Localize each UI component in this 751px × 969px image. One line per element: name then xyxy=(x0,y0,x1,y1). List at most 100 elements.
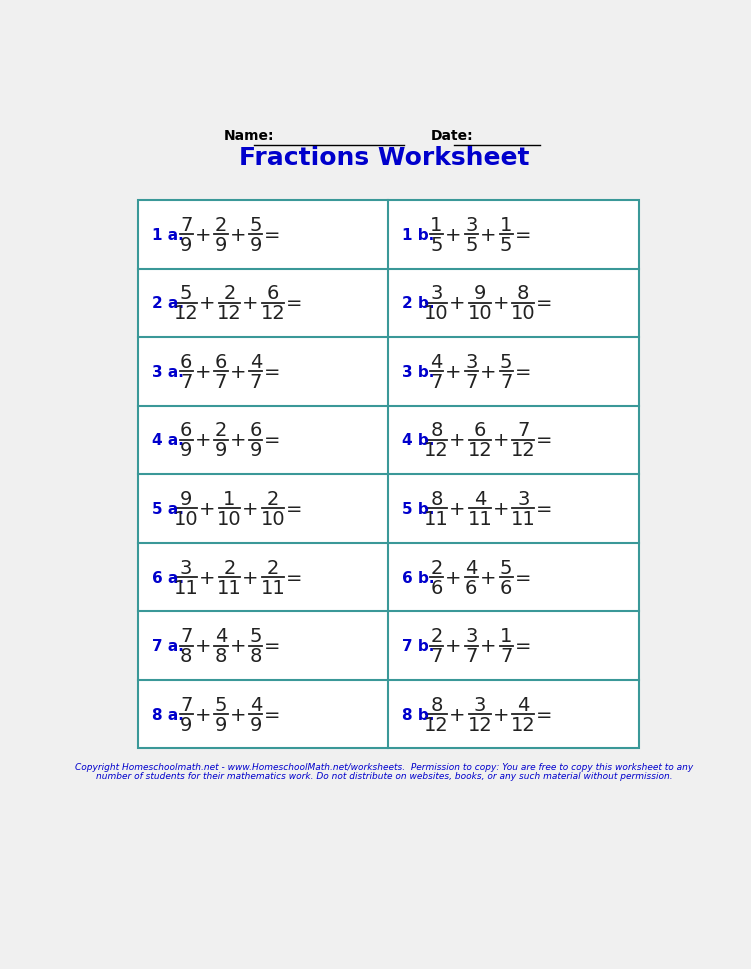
Text: 5 b.: 5 b. xyxy=(403,502,435,516)
Text: 8 a.: 8 a. xyxy=(152,706,184,722)
Text: +: + xyxy=(229,704,246,724)
Text: +: + xyxy=(493,431,509,450)
Text: 9: 9 xyxy=(215,441,227,460)
Text: 7: 7 xyxy=(180,695,192,714)
Text: 5: 5 xyxy=(500,353,512,371)
Text: 7: 7 xyxy=(500,646,512,666)
Text: 4: 4 xyxy=(430,353,442,371)
Text: +: + xyxy=(199,499,216,518)
Text: 4: 4 xyxy=(474,489,486,509)
Text: 7: 7 xyxy=(215,372,227,391)
Text: =: = xyxy=(536,295,553,313)
Text: +: + xyxy=(229,226,246,244)
Text: +: + xyxy=(493,499,509,518)
Text: 7 b.: 7 b. xyxy=(403,639,435,653)
Text: 9: 9 xyxy=(215,715,227,734)
Text: 9: 9 xyxy=(180,715,192,734)
Text: 7: 7 xyxy=(465,646,478,666)
Text: 9: 9 xyxy=(180,489,192,509)
Text: +: + xyxy=(480,637,496,655)
Text: 2: 2 xyxy=(267,489,279,509)
Text: 1: 1 xyxy=(223,489,236,509)
Text: 9: 9 xyxy=(249,235,262,255)
Text: 1: 1 xyxy=(500,216,512,234)
Text: 6: 6 xyxy=(180,353,192,371)
Text: 5 a.: 5 a. xyxy=(152,502,184,516)
Text: 4: 4 xyxy=(249,695,262,714)
Text: 11: 11 xyxy=(217,578,242,597)
Text: +: + xyxy=(493,704,509,724)
Text: =: = xyxy=(514,568,531,587)
Text: 12: 12 xyxy=(173,304,198,323)
Text: 4: 4 xyxy=(465,558,478,577)
Text: +: + xyxy=(229,637,246,655)
Text: 7: 7 xyxy=(430,372,442,391)
Text: 9: 9 xyxy=(180,235,192,255)
Text: =: = xyxy=(264,431,281,450)
Text: 8: 8 xyxy=(180,646,192,666)
Text: =: = xyxy=(264,362,281,382)
Text: +: + xyxy=(449,704,466,724)
Text: +: + xyxy=(445,362,461,382)
Text: 7: 7 xyxy=(249,372,262,391)
Text: 10: 10 xyxy=(217,510,242,528)
Text: 3: 3 xyxy=(465,353,478,371)
Text: +: + xyxy=(449,499,466,518)
Text: 3 a.: 3 a. xyxy=(152,364,184,380)
Text: +: + xyxy=(480,226,496,244)
Text: 12: 12 xyxy=(467,441,492,460)
Text: +: + xyxy=(195,637,211,655)
Text: +: + xyxy=(445,637,461,655)
Text: 6: 6 xyxy=(180,421,192,440)
Text: 6: 6 xyxy=(474,421,486,440)
Text: 3: 3 xyxy=(474,695,486,714)
Text: +: + xyxy=(195,226,211,244)
Text: +: + xyxy=(195,431,211,450)
Text: +: + xyxy=(445,226,461,244)
Text: 10: 10 xyxy=(511,304,535,323)
Text: 5: 5 xyxy=(500,235,512,255)
Text: 2 b.: 2 b. xyxy=(403,297,435,311)
Text: 8: 8 xyxy=(430,489,442,509)
Text: =: = xyxy=(514,362,531,382)
Text: 11: 11 xyxy=(261,578,285,597)
Text: Name:: Name: xyxy=(224,129,275,143)
Text: +: + xyxy=(242,499,258,518)
Text: 9: 9 xyxy=(474,284,486,303)
Text: 9: 9 xyxy=(249,715,262,734)
Text: 1 b.: 1 b. xyxy=(403,228,435,242)
Text: 2 a.: 2 a. xyxy=(152,297,184,311)
Text: 8: 8 xyxy=(430,695,442,714)
Text: 11: 11 xyxy=(511,510,535,528)
Text: number of students for their mathematics work. Do not distribute on websites, bo: number of students for their mathematics… xyxy=(96,771,673,780)
Text: 7: 7 xyxy=(500,372,512,391)
Text: 12: 12 xyxy=(424,441,449,460)
Text: 4: 4 xyxy=(249,353,262,371)
Text: 10: 10 xyxy=(261,510,285,528)
Text: 2: 2 xyxy=(223,284,236,303)
Text: 6 a.: 6 a. xyxy=(152,570,184,585)
Text: +: + xyxy=(229,362,246,382)
Text: 5: 5 xyxy=(215,695,228,714)
Text: +: + xyxy=(195,704,211,724)
Text: 12: 12 xyxy=(511,441,535,460)
Text: 5: 5 xyxy=(249,216,262,234)
Text: Fractions Worksheet: Fractions Worksheet xyxy=(240,146,529,171)
Bar xyxy=(138,201,638,749)
Text: 2: 2 xyxy=(267,558,279,577)
Text: 2: 2 xyxy=(430,558,442,577)
Text: =: = xyxy=(536,499,553,518)
Text: 11: 11 xyxy=(173,578,198,597)
Text: 6: 6 xyxy=(215,353,227,371)
Text: Copyright Homeschoolmath.net - www.HomeschoolMath.net/worksheets.  Permission to: Copyright Homeschoolmath.net - www.Homes… xyxy=(75,762,694,770)
Text: 3: 3 xyxy=(517,489,529,509)
Text: 4 a.: 4 a. xyxy=(152,433,184,448)
Text: 8: 8 xyxy=(517,284,529,303)
Text: 2: 2 xyxy=(223,558,236,577)
Text: +: + xyxy=(199,568,216,587)
Text: 11: 11 xyxy=(467,510,492,528)
Text: 3: 3 xyxy=(430,284,442,303)
Text: 8 b.: 8 b. xyxy=(403,706,435,722)
Text: 6: 6 xyxy=(500,578,512,597)
Text: 4 b.: 4 b. xyxy=(403,433,435,448)
